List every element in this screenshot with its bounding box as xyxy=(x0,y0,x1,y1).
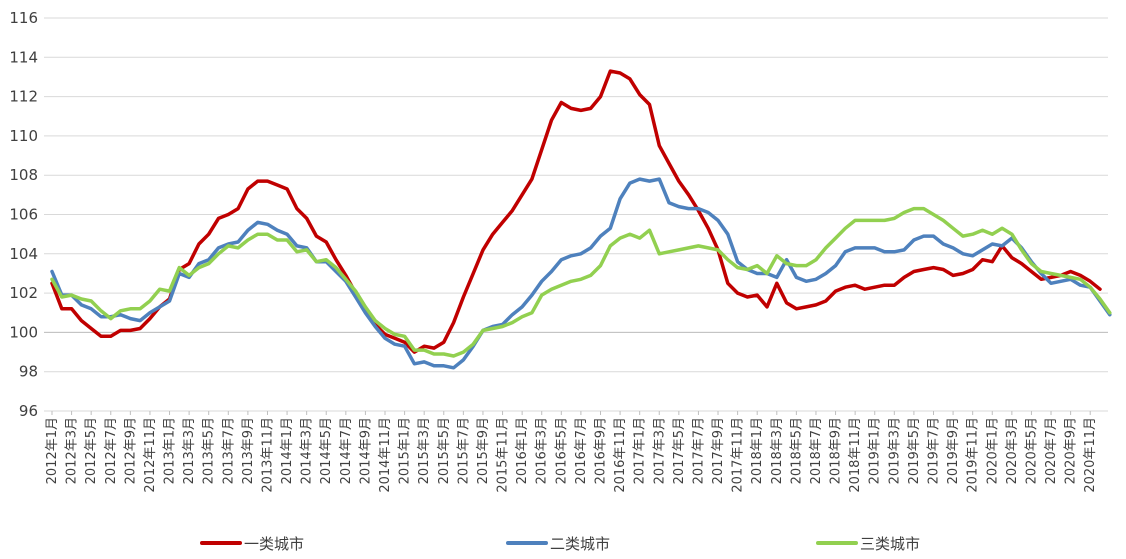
grid-lines xyxy=(44,17,1108,412)
y-tick-label: 96 xyxy=(19,402,38,420)
legend-label-0: 一类城市 xyxy=(244,535,304,553)
x-tick-label: 2015年5月 xyxy=(437,417,452,484)
x-tick-label: 2017年3月 xyxy=(652,417,667,484)
x-tick-label: 2012年7月 xyxy=(104,417,119,484)
x-tick-label: 2017年9月 xyxy=(711,417,726,484)
y-tick-label: 102 xyxy=(9,284,38,302)
x-tick-label: 2020年1月 xyxy=(985,417,1000,484)
x-tick-label: 2018年9月 xyxy=(829,417,844,484)
x-tick-label: 2014年5月 xyxy=(319,417,334,484)
x-tick-label: 2019年1月 xyxy=(868,417,883,484)
x-tick-label: 2013年11月 xyxy=(260,417,275,493)
legend: 一类城市 二类城市 三类城市 xyxy=(200,535,920,553)
y-tick-label: 108 xyxy=(9,166,38,184)
y-tick-label: 104 xyxy=(9,245,38,263)
x-tick-label: 2012年1月 xyxy=(45,417,60,484)
x-tick-label: 2017年1月 xyxy=(633,417,648,484)
series-line-0 xyxy=(50,69,1102,354)
y-tick-label: 100 xyxy=(9,323,38,341)
x-tick-label: 2019年3月 xyxy=(887,417,902,484)
x-tick-label: 2019年9月 xyxy=(946,417,961,484)
x-tick-label: 2012年9月 xyxy=(123,417,138,484)
x-tick-label: 2016年3月 xyxy=(535,417,550,484)
x-tick-label: 2013年1月 xyxy=(163,417,178,484)
x-tick-label: 2017年5月 xyxy=(672,417,687,484)
x-tick-label: 2012年3月 xyxy=(65,417,80,484)
x-tick-label: 2013年3月 xyxy=(182,417,197,484)
x-tick-label: 2017年7月 xyxy=(691,417,706,484)
x-tick-label: 2014年11月 xyxy=(378,417,393,493)
y-tick-label: 114 xyxy=(9,48,38,66)
x-tick-label: 2015年1月 xyxy=(398,417,413,484)
series-line-1 xyxy=(50,177,1112,370)
x-tick-label: 2016年11月 xyxy=(613,417,628,493)
y-tick-label: 98 xyxy=(19,363,38,381)
x-tick-label: 2017年11月 xyxy=(731,417,746,493)
x-tick-label: 2018年11月 xyxy=(848,417,863,493)
y-tick-label: 112 xyxy=(9,88,38,106)
legend-label-1: 二类城市 xyxy=(550,535,610,553)
x-tick-label: 2018年3月 xyxy=(770,417,785,484)
x-tick-label: 2018年5月 xyxy=(789,417,804,484)
y-axis: 96 98 100 102 104 106 108 110 112 114 116 xyxy=(9,9,38,420)
y-tick-label: 110 xyxy=(9,127,38,145)
y-tick-label: 106 xyxy=(9,206,38,224)
x-tick-label: 2020年7月 xyxy=(1044,417,1059,484)
x-tick-label: 2015年11月 xyxy=(496,417,511,493)
x-tick-label: 2013年7月 xyxy=(221,417,236,484)
x-tick-label: 2013年9月 xyxy=(241,417,256,484)
x-tick-label: 2020年9月 xyxy=(1064,417,1079,484)
x-tick-label: 2015年9月 xyxy=(476,417,491,484)
x-tick-label: 2014年9月 xyxy=(358,417,373,484)
x-tick-label: 2016年9月 xyxy=(593,417,608,484)
x-tick-label: 2019年11月 xyxy=(966,417,981,493)
x-tick-label: 2015年3月 xyxy=(417,417,432,484)
y-tick-label: 116 xyxy=(9,9,38,27)
x-tick-label: 2012年11月 xyxy=(143,417,158,493)
x-tick-label: 2019年5月 xyxy=(907,417,922,484)
x-tick-label: 2019年7月 xyxy=(926,417,941,484)
x-tick-label: 2020年3月 xyxy=(1005,417,1020,484)
x-tick-label: 2018年1月 xyxy=(750,417,765,484)
x-tick-label: 2016年1月 xyxy=(515,417,530,484)
x-tick-label: 2014年3月 xyxy=(300,417,315,484)
x-tick-label: 2018年7月 xyxy=(809,417,824,484)
x-tick-label: 2015年7月 xyxy=(456,417,471,484)
legend-label-2: 三类城市 xyxy=(860,535,920,553)
series-lines xyxy=(50,69,1112,370)
x-tick-label: 2013年5月 xyxy=(202,417,217,484)
x-tick-label: 2020年11月 xyxy=(1083,417,1098,493)
x-tick-label: 2016年7月 xyxy=(574,417,589,484)
x-tick-label: 2014年7月 xyxy=(339,417,354,484)
x-tick-label: 2014年1月 xyxy=(280,417,295,484)
x-tick-label: 2012年5月 xyxy=(84,417,99,484)
x-tick-label: 2016年5月 xyxy=(554,417,569,484)
series-line-2 xyxy=(50,206,1112,358)
x-tick-label: 2020年5月 xyxy=(1024,417,1039,484)
x-axis: 2012年1月 2012年3月 2012年5月 2012年7月 2012年9月 2012年… xyxy=(45,411,1098,493)
